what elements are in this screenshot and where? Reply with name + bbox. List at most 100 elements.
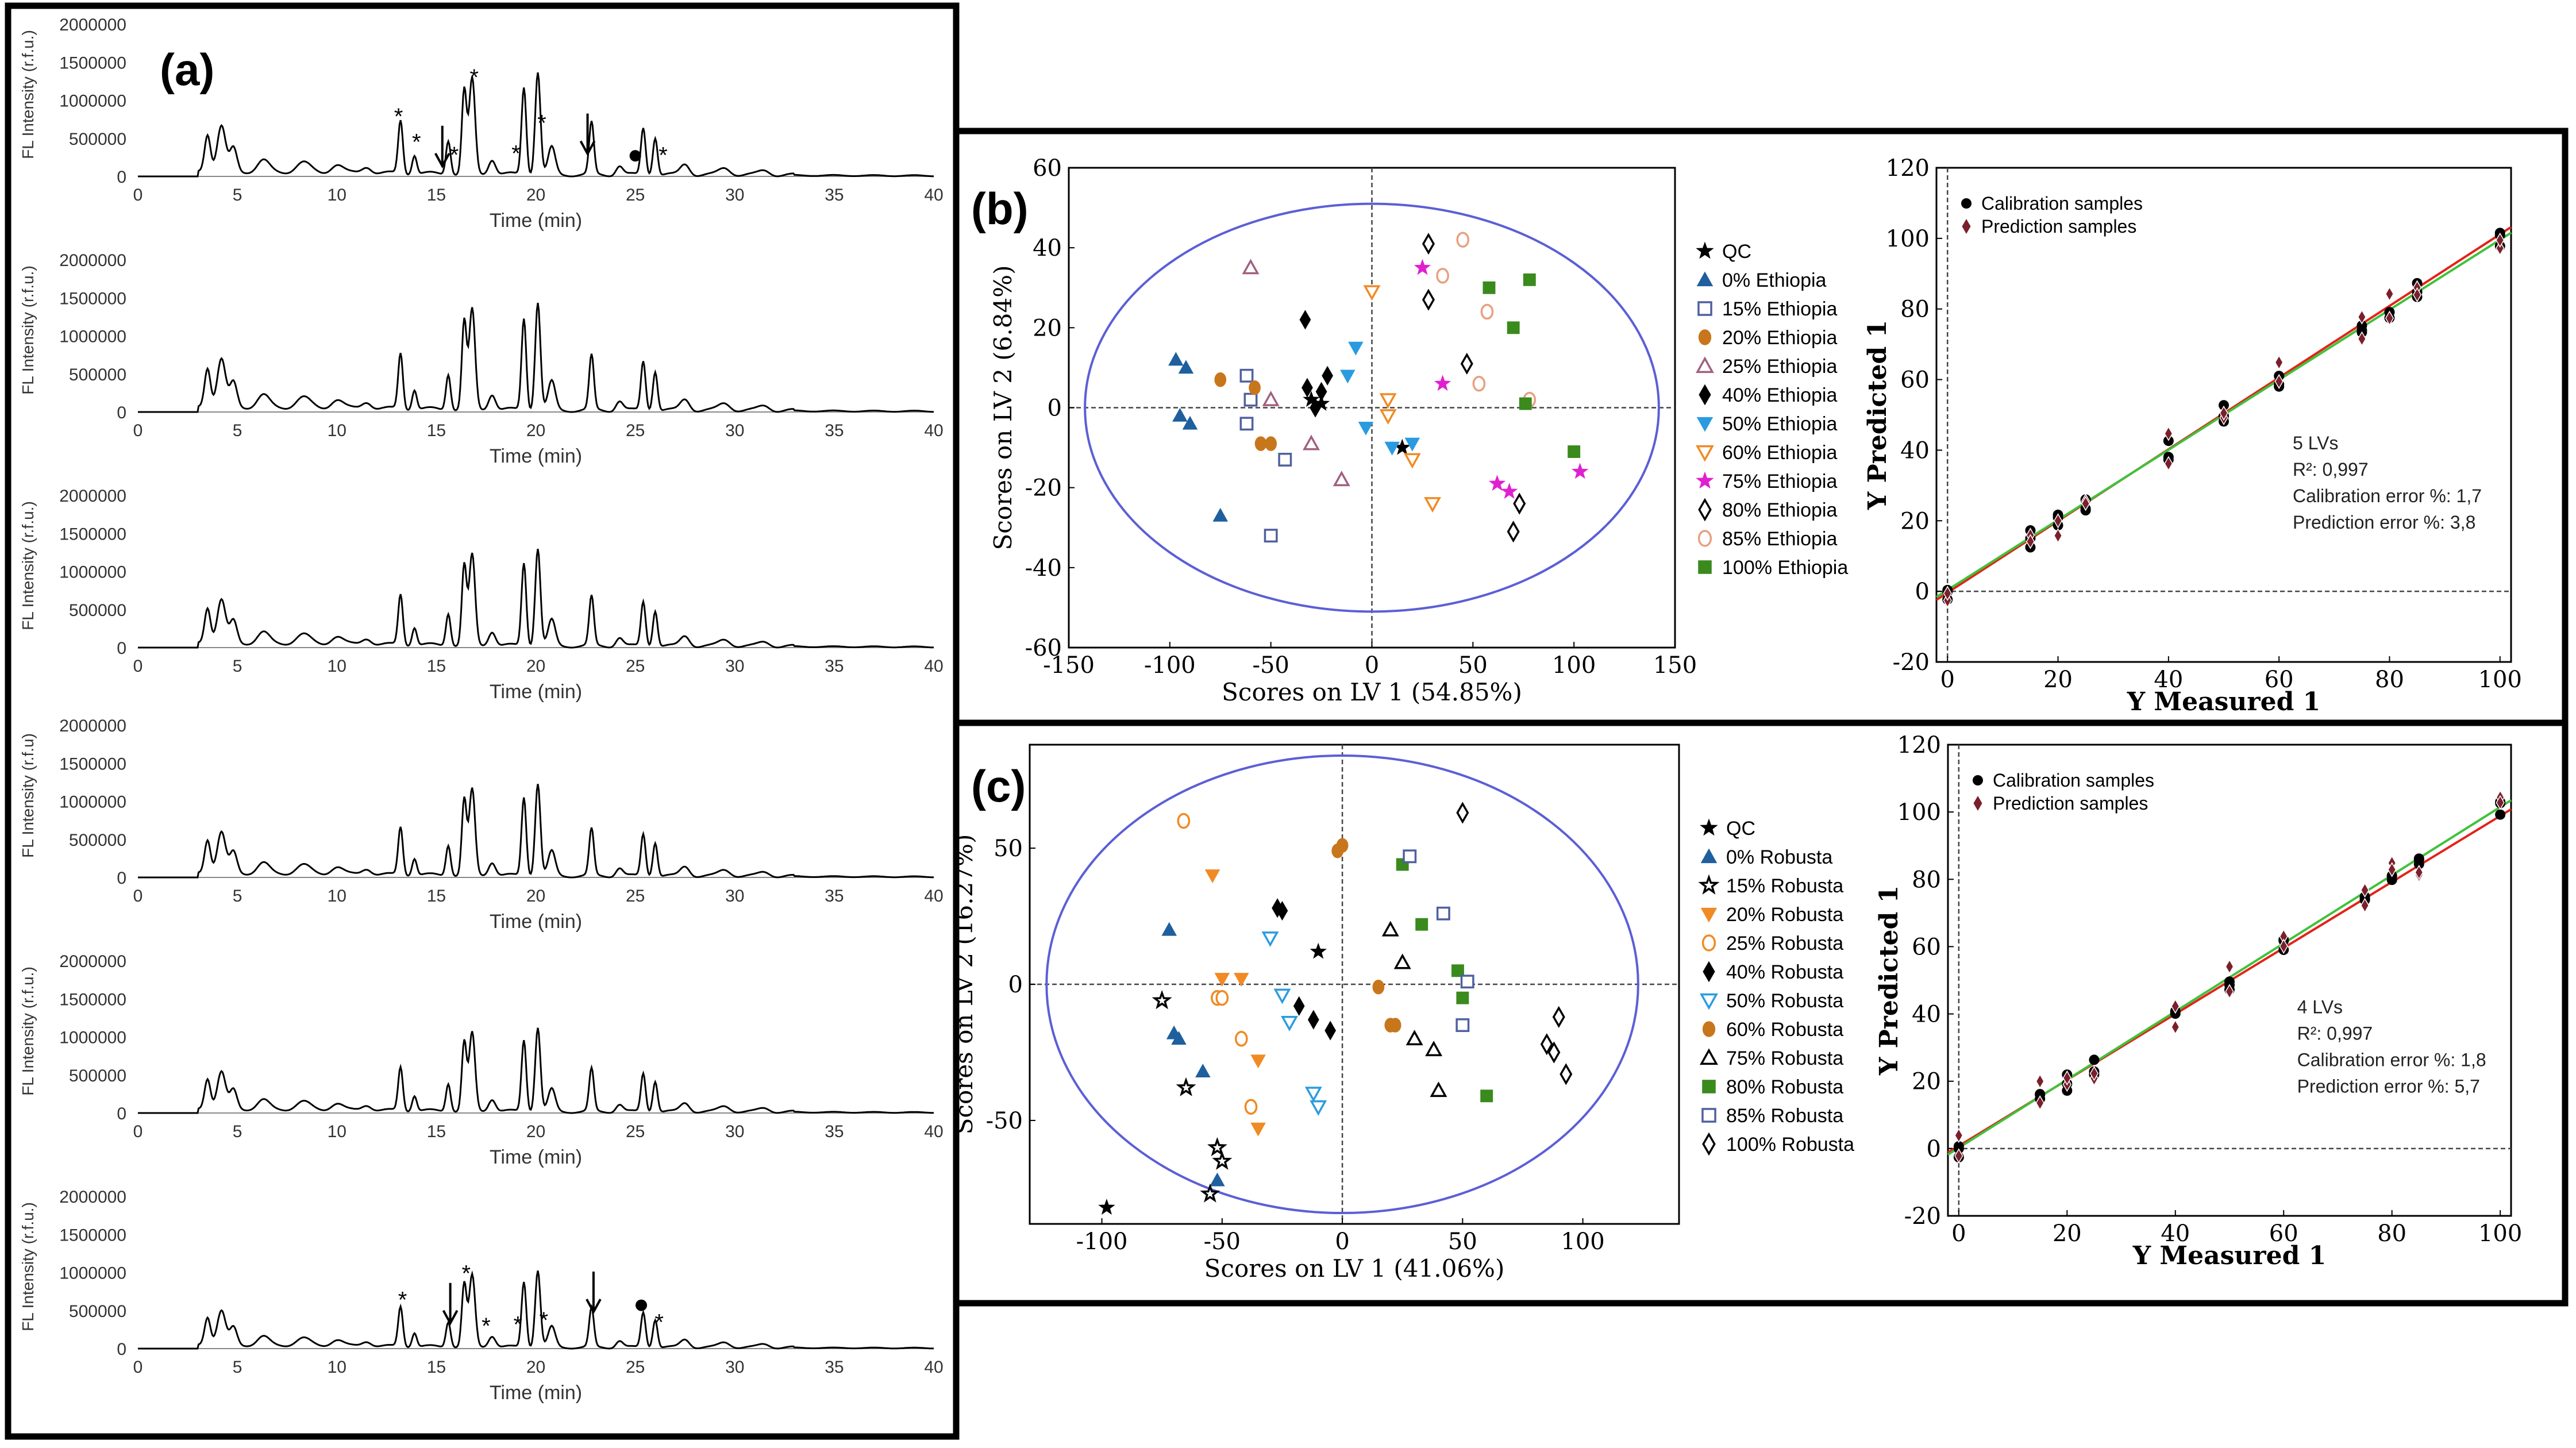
score-point [1500,483,1518,499]
y-tick-label: 0 [117,869,126,888]
score-point [1195,1064,1211,1077]
peak-star-marker: * [654,1310,664,1335]
score-point [1265,436,1277,451]
calibration-point [2495,809,2506,820]
y-tick-label: 120 [1886,155,1930,182]
legend-label: 85% Robusta [1726,1105,1843,1127]
x-tick-label: 25 [626,887,645,906]
x-tick-label: 15 [427,186,446,205]
legend-marker [1698,560,1712,574]
model-stat: Calibration error %: 1,8 [2297,1049,2486,1070]
x-tick-label: 0 [133,887,143,906]
chromatogram-1: 0 500000 1000000 1500000 2000000 0 5 10 15 20 25 30… [19,16,944,232]
calibration-point [2224,976,2235,987]
legend-marker [1698,874,1720,895]
legend-label-calibration: Calibration samples [1981,193,2143,214]
x-tick-label: 5 [233,1358,242,1377]
score-point [1250,1122,1266,1137]
y-tick-label: 60 [1912,934,1941,960]
score-point [1168,352,1184,366]
x-tick-label: 20 [526,1358,545,1377]
y-tick-label: 1500000 [59,990,126,1009]
chromatogram-3: 0 500000 1000000 1500000 2000000 0 5 10 15 20 25 30… [19,487,944,703]
prediction-point [2357,331,2366,346]
legend-label: 80% Ethiopia [1722,499,1837,521]
y-tick-label: 100 [1897,799,1941,826]
legend-marker [1696,445,1714,462]
prediction-point [2225,984,2234,999]
legend-marker-prediction [1962,219,1971,234]
score-point [1239,417,1254,431]
y-tick-label: 0 [1048,395,1062,422]
x-tick-label: 5 [233,1122,242,1141]
prediction-point [2388,862,2397,877]
legend-marker [1703,961,1715,983]
y-tick-label: 1500000 [59,53,126,72]
x-tick-label: 100 [1561,1229,1604,1255]
score-point [1234,973,1249,987]
y-tick-label: 1000000 [59,92,126,111]
legend-marker [1700,993,1718,1010]
x-tick-label: 50 [1448,1229,1477,1255]
y-tick-label: 2000000 [59,487,126,506]
prediction-point [2360,898,2370,913]
score-point [1460,352,1473,375]
legend-marker [1697,301,1712,316]
score-point [1214,372,1227,387]
x-tick-label: 15 [427,887,446,906]
legend-label: 75% Robusta [1726,1048,1843,1069]
x-tick-label: -50 [1204,1229,1241,1255]
chromatogram-trace [138,1027,934,1114]
x-tick-label: 30 [725,657,744,676]
legend-marker [1699,384,1711,406]
prediction-point [2360,882,2370,898]
score-point [1389,1018,1401,1033]
x-tick-label: 0 [1940,667,1955,693]
legend-marker [1696,356,1714,373]
calibration-point [2413,858,2424,869]
peak-star-marker: * [462,1261,471,1286]
score-point [1434,375,1451,391]
x-tick-label: 15 [427,421,446,440]
prediction-point [2164,426,2173,441]
y-axis-label: Y Predicted 1 [1874,885,1904,1076]
x-tick-label: 60 [2265,667,2294,693]
score-point [1215,989,1229,1006]
score-point [1243,392,1258,407]
regression-plot-ethiopia: 0 20 40 60 80 100 -20 0 20 40 60 80 100 120 Y Measured… [1863,155,2522,717]
x-tick-label: 0 [1335,1229,1349,1255]
legend-label-calibration: Calibration samples [1993,770,2154,791]
y-axis-label: FL Intensity (r.f.u.) [19,265,37,395]
legend-label-prediction: Prediction samples [1993,793,2148,814]
legend-marker [1696,241,1714,259]
x-tick-label: 40 [2154,667,2183,693]
calibration-point [2219,400,2229,411]
score-point [1178,360,1194,374]
x-tick-label: 35 [825,657,844,676]
prediction-point [2053,513,2063,529]
legend-label: 40% Ethiopia [1722,384,1837,406]
panel-a-frame [5,2,960,1440]
y-tick-label: 1500000 [59,1226,126,1245]
score-point [1358,421,1374,436]
score-point [1212,507,1229,522]
legend-label: 50% Robusta [1726,990,1843,1012]
score-point [1250,1054,1266,1069]
y-tick-label: 500000 [69,1066,126,1085]
prediction-point [2219,405,2228,421]
y-tick-label: 500000 [69,1302,126,1321]
score-point [1540,1033,1553,1056]
peak-star-marker: * [540,1308,549,1333]
x-tick-label: 40 [924,887,943,906]
score-point [1379,393,1397,409]
x-axis-label: Time (min) [490,681,582,703]
model-stat: Prediction error %: 5,7 [2297,1076,2480,1096]
y-tick-label: 1000000 [59,563,126,582]
legend-marker-calibration [1961,198,1972,209]
x-tick-label: 15 [427,1358,446,1377]
prediction-point [2171,998,2180,1014]
y-tick-label: 20 [1033,315,1062,341]
y-tick-label: 120 [1897,732,1941,758]
panel-label-a: (a) [160,44,214,95]
y-tick-label: 500000 [69,130,126,149]
